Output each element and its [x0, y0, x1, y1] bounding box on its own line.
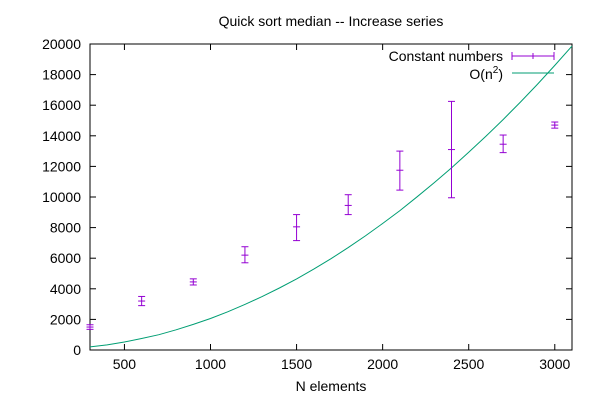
y-tick-label: 0	[73, 342, 81, 358]
errorbar-point	[138, 295, 146, 307]
errorbar-point	[293, 214, 301, 242]
y-tick-label: 8000	[50, 220, 81, 236]
errorbar-point	[344, 194, 352, 216]
errorbar-layer	[86, 100, 559, 330]
errorbar-point	[499, 134, 507, 154]
y-tick-label: 14000	[42, 128, 81, 144]
y-tick-label: 18000	[42, 67, 81, 83]
y-tick-label: 6000	[50, 250, 81, 266]
y-tick-label: 16000	[42, 97, 81, 113]
plot-frame	[89, 43, 573, 351]
legend-label-on2: O(n2)	[469, 65, 503, 82]
y-axis: 0 2000 4000 6000 8000 10000 12000 14000 16000 180…	[42, 36, 572, 358]
errorbar-point	[551, 121, 559, 129]
chart-title: Quick sort median -- Increase series	[219, 13, 444, 29]
y-tick-label: 10000	[42, 189, 81, 205]
y-tick-label: 20000	[42, 36, 81, 52]
x-tick-label: 1000	[195, 356, 226, 372]
x-axis: 500 1000 1500 2000 2500 3000	[113, 44, 571, 372]
x-tick-label: 3000	[539, 356, 570, 372]
y-tick-label: 12000	[42, 158, 81, 174]
legend-label-constant-numbers: Constant numbers	[389, 48, 503, 64]
errorbar-point	[86, 324, 94, 330]
plot-area: 0 2000 4000 6000 8000 10000 12000 14000 16000 180…	[42, 36, 573, 372]
errorbar-point	[189, 278, 197, 286]
x-axis-title: N elements	[296, 378, 367, 394]
y-tick-label: 2000	[50, 311, 81, 327]
series-on2-line	[89, 45, 573, 348]
legend-entry-on2: O(n2)	[469, 65, 554, 82]
errorbar-point	[396, 150, 404, 191]
x-tick-label: 2500	[453, 356, 484, 372]
x-tick-label: 1500	[281, 356, 312, 372]
errorbar-point	[241, 246, 249, 264]
legend-entry-constant-numbers: Constant numbers	[389, 48, 555, 64]
legend: Constant numbers O(n2)	[389, 48, 555, 82]
errorbar-point	[448, 100, 455, 199]
legend-label-on2-base: O(n	[469, 66, 492, 82]
legend-label-on2-suffix: )	[498, 66, 503, 82]
legend-swatch-constant-numbers	[511, 52, 555, 60]
legend-label-on2-sup: 2	[493, 65, 499, 76]
y-tick-label: 4000	[50, 281, 81, 297]
curve-layer	[89, 45, 573, 348]
x-tick-label: 2000	[367, 356, 398, 372]
x-tick-label: 500	[113, 356, 137, 372]
